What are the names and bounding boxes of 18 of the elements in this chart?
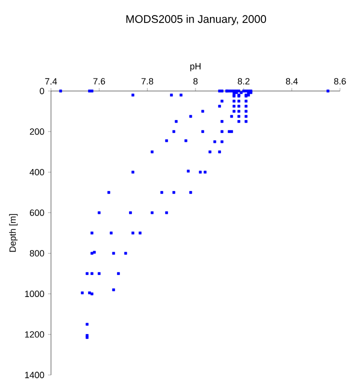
y-tick-label: 400 (30, 168, 44, 176)
y-tick-label: 600 (30, 210, 44, 216)
x-tick-label: 8.4 (286, 78, 298, 84)
y-axis-title: Depth [m] (9, 214, 18, 252)
y-tick-label: 0 (40, 88, 44, 94)
x-axis-title: pH (190, 63, 201, 72)
y-tick-label: 800 (30, 250, 44, 256)
y-tick-label: 1400 (25, 372, 44, 378)
chart-title: MODS2005 in January, 2000 (126, 14, 266, 26)
x-tick-label: 7.8 (142, 78, 154, 84)
x-tick-label: 8 (193, 78, 198, 84)
y-tick-label: 1000 (25, 290, 44, 298)
x-tick-label: 7.6 (93, 78, 106, 84)
y-tick-label: 200 (30, 128, 44, 135)
y-tick-label: 1200 (25, 331, 44, 338)
x-tick-label: 8.6 (334, 78, 346, 84)
x-tick-label: 8.2 (238, 78, 250, 84)
x-tick-label: 7.4 (45, 78, 57, 84)
